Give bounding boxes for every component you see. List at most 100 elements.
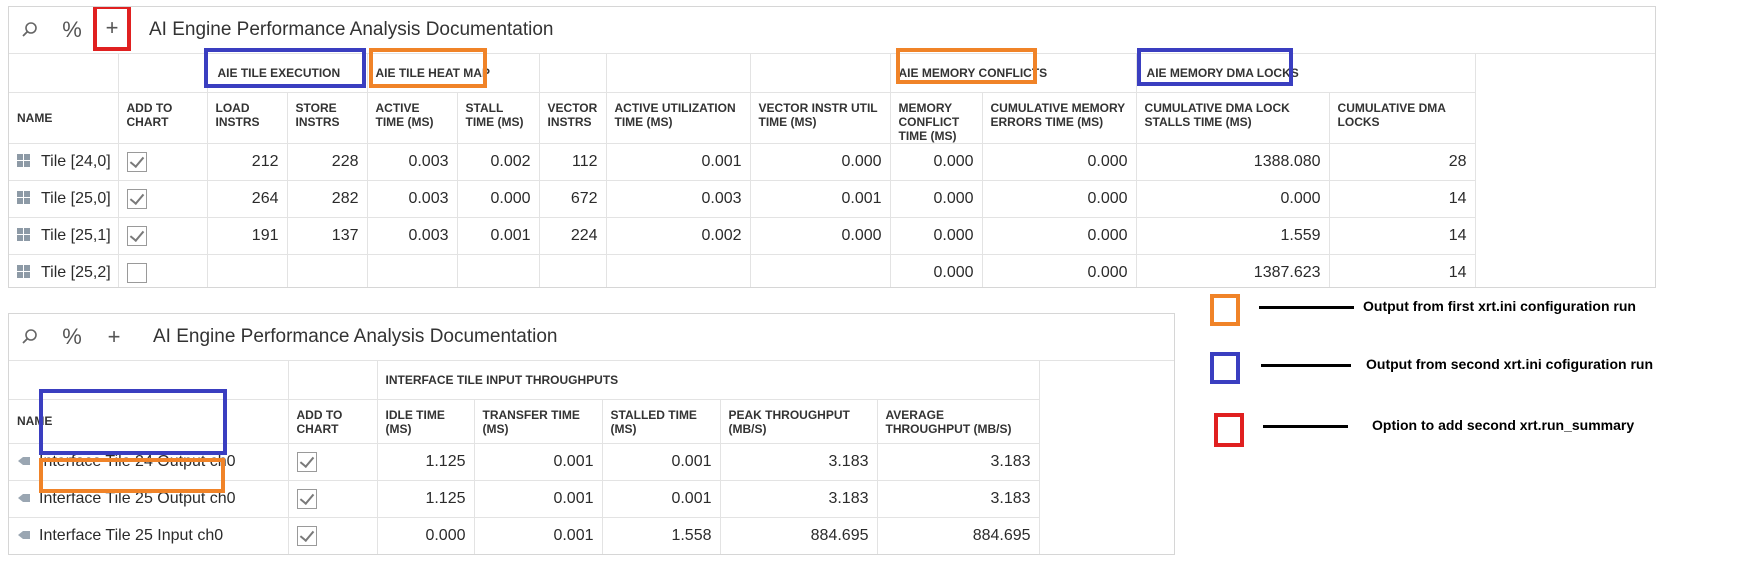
legend-text: Output from second xrt.ini cofiguration … xyxy=(1366,356,1653,372)
search-icon[interactable] xyxy=(9,317,51,357)
cell-store-instrs: 282 xyxy=(287,180,368,218)
cell-cumulative-memory-errors-time-ms: 0.000 xyxy=(982,180,1137,218)
column-header-add-to-chart[interactable]: ADD TO CHART xyxy=(118,92,208,144)
cell-cumulative-dma-locks: 14 xyxy=(1329,217,1476,255)
row-name-cell[interactable]: Tile [24,0] xyxy=(9,143,119,181)
cell-memory-conflict-time-ms: 0.000 xyxy=(890,143,983,181)
cell-load-instrs: 191 xyxy=(207,217,288,255)
cell-stalled-time-ms: 0.001 xyxy=(602,443,721,481)
legend-connector-line xyxy=(1261,364,1351,367)
column-header-active-utilization-time-ms[interactable]: ACTIVE UTILIZATION TIME (MS) xyxy=(606,92,751,144)
table-row[interactable]: Tile [25,1] 191 137 0.003 0.001 224 0.002 0.000… xyxy=(9,217,1476,255)
table-row[interactable]: Tile [25,2] 0.000 0.000 1387.623 14 xyxy=(9,254,1476,287)
group-heat-map: AIE TILE HEAT MAP xyxy=(375,65,490,80)
row-name-cell[interactable]: Tile [25,2] xyxy=(9,254,119,287)
row-name-cell[interactable]: Tile [25,0] xyxy=(9,180,119,218)
cell-average-throughput-mb-s: 3.183 xyxy=(877,443,1040,481)
column-header-add-to-chart[interactable]: ADD TO CHART xyxy=(288,399,378,444)
cell-vector-instrs: 112 xyxy=(539,143,607,181)
cell-cumulative-memory-errors-time-ms: 0.000 xyxy=(982,217,1137,255)
column-header-cumulative-dma-locks[interactable]: CUMULATIVE DMA LOCKS xyxy=(1329,92,1476,144)
column-header-active-time-ms[interactable]: ACTIVE TIME (MS) xyxy=(367,92,458,144)
add-to-chart-checkbox[interactable] xyxy=(296,451,317,472)
cell-cumulative-dma-locks: 14 xyxy=(1329,180,1476,218)
column-header-store-instrs[interactable]: STORE INSTRS xyxy=(287,92,368,144)
cell-vector-instrs xyxy=(539,254,607,287)
row-name-cell[interactable]: Interface Tile 25 Output ch0 xyxy=(9,480,289,518)
cell-active-time-ms: 0.003 xyxy=(367,217,458,255)
performance-table-panel-2: % + AI Engine Performance Analysis Docum… xyxy=(8,313,1175,555)
cell-transfer-time-ms: 0.001 xyxy=(474,480,603,518)
cell-active-time-ms: 0.003 xyxy=(367,143,458,181)
legend-connector-line xyxy=(1259,306,1354,309)
cell-stall-time-ms: 0.000 xyxy=(457,180,540,218)
cell-stalled-time-ms: 0.001 xyxy=(602,480,721,518)
row-name: Tile [25,2] xyxy=(41,263,111,281)
row-name: Tile [25,0] xyxy=(41,189,111,207)
cell-cumulative-memory-errors-time-ms: 0.000 xyxy=(982,143,1137,181)
plus-icon[interactable]: + xyxy=(93,7,131,51)
row-name-cell[interactable]: Tile [25,1] xyxy=(9,217,119,255)
cell-idle-time-ms: 1.125 xyxy=(377,480,475,518)
column-header-peak-throughput-mb-s[interactable]: PEAK THROUGHPUT (MB/S) xyxy=(720,399,878,444)
legend-connector-line xyxy=(1263,425,1348,428)
column-header-vector-instr-util-time-ms[interactable]: VECTOR INSTR UTIL TIME (MS) xyxy=(750,92,891,144)
cell-active-time-ms xyxy=(367,254,458,287)
row-name: Tile [24,0] xyxy=(41,152,111,170)
add-to-chart-checkbox[interactable] xyxy=(126,151,147,172)
plus-icon[interactable]: + xyxy=(107,324,121,349)
table-row[interactable]: Interface Tile 25 Input ch0 0.000 0.001 1.5… xyxy=(9,517,1040,554)
cell-vector-instrs: 224 xyxy=(539,217,607,255)
cell-vector-instrs: 672 xyxy=(539,180,607,218)
add-to-chart-checkbox[interactable] xyxy=(126,262,147,283)
percent-icon[interactable]: % xyxy=(62,17,82,42)
column-header-name[interactable]: NAME xyxy=(9,399,289,444)
add-to-chart-checkbox[interactable] xyxy=(126,188,147,209)
tile-grid-icon xyxy=(17,153,31,168)
cell-stall-time-ms: 0.001 xyxy=(457,217,540,255)
column-header-average-throughput-mb-s[interactable]: AVERAGE THROUGHPUT (MB/S) xyxy=(877,399,1040,444)
column-header-cumulative-memory-errors-time-ms[interactable]: CUMULATIVE MEMORY ERRORS TIME (MS) xyxy=(982,92,1137,144)
row-name-cell[interactable]: Interface Tile 25 Input ch0 xyxy=(9,517,289,554)
column-header-stall-time-ms[interactable]: STALL TIME (MS) xyxy=(457,92,540,144)
add-to-chart-cell xyxy=(288,517,378,554)
legend-swatch xyxy=(1210,294,1240,326)
column-header-stalled-time-ms[interactable]: STALLED TIME (MS) xyxy=(602,399,721,444)
percent-icon[interactable]: % xyxy=(62,324,82,349)
add-to-chart-cell xyxy=(288,480,378,518)
cell-cumulative-dma-lock-stalls-time-ms: 1.559 xyxy=(1136,217,1330,255)
cell-vector-instr-util-time-ms xyxy=(750,254,891,287)
add-to-chart-checkbox[interactable] xyxy=(126,225,147,246)
column-header-name[interactable]: NAME xyxy=(9,92,119,144)
cell-transfer-time-ms: 0.001 xyxy=(474,517,603,554)
page-title: AI Engine Performance Analysis Documenta… xyxy=(149,19,554,40)
add-to-chart-checkbox[interactable] xyxy=(296,525,317,546)
cell-active-time-ms: 0.003 xyxy=(367,180,458,218)
column-header-transfer-time-ms[interactable]: TRANSFER TIME (MS) xyxy=(474,399,603,444)
cell-cumulative-dma-lock-stalls-time-ms: 1387.623 xyxy=(1136,254,1330,287)
table-row[interactable]: Interface Tile 25 Output ch0 1.125 0.001 0.… xyxy=(9,480,1040,518)
column-header-load-instrs[interactable]: LOAD INSTRS xyxy=(207,92,288,144)
cell-average-throughput-mb-s: 884.695 xyxy=(877,517,1040,554)
cell-memory-conflict-time-ms: 0.000 xyxy=(890,180,983,218)
cell-peak-throughput-mb-s: 3.183 xyxy=(720,480,878,518)
cell-load-instrs xyxy=(207,254,288,287)
row-name: Interface Tile 25 Output ch0 xyxy=(39,489,236,507)
table-row[interactable]: Tile [24,0] 212 228 0.003 0.002 112 0.001 0.000… xyxy=(9,143,1476,181)
row-name-cell[interactable]: Interface Tile 24 Output ch0 xyxy=(9,443,289,481)
search-icon[interactable] xyxy=(9,10,51,50)
table-row[interactable]: Tile [25,0] 264 282 0.003 0.000 672 0.003 0.001… xyxy=(9,180,1476,218)
column-header-idle-time-ms[interactable]: IDLE TIME (MS) xyxy=(377,399,475,444)
column-header-memory-conflict-time-ms[interactable]: MEMORY CONFLICT TIME (MS) xyxy=(890,92,983,144)
group-memory-conflicts: AIE MEMORY CONFLICTS xyxy=(898,65,1048,80)
group-interface-throughputs: INTERFACE TILE INPUT THROUGHPUTS xyxy=(385,372,619,387)
legend-swatch xyxy=(1210,352,1240,384)
column-header-cumulative-dma-lock-stalls-time-ms[interactable]: CUMULATIVE DMA LOCK STALLS TIME (MS) xyxy=(1136,92,1330,144)
tile-grid-icon xyxy=(17,264,31,279)
add-to-chart-checkbox[interactable] xyxy=(296,488,317,509)
column-header-vector-instrs[interactable]: VECTOR INSTRS xyxy=(539,92,607,144)
cell-vector-instr-util-time-ms: 0.001 xyxy=(750,180,891,218)
table-row[interactable]: Interface Tile 24 Output ch0 1.125 0.001 0.… xyxy=(9,443,1040,481)
row-name: Tile [25,1] xyxy=(41,226,111,244)
cell-stalled-time-ms: 1.558 xyxy=(602,517,721,554)
